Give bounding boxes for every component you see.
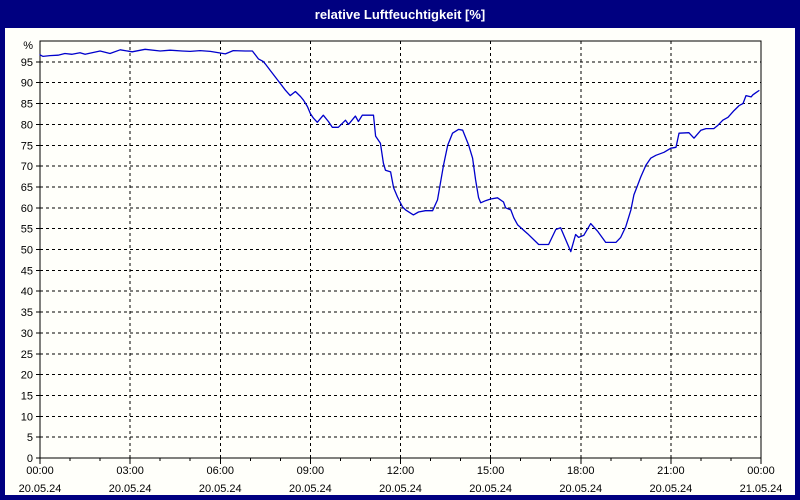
x-tick-time-label: 00:00 <box>26 465 54 477</box>
x-tick-time-label: 21:00 <box>657 465 685 477</box>
x-tick-date-label: 21.05.24 <box>740 483 783 495</box>
y-tick-label: 60 <box>21 203 33 215</box>
y-tick-label: 10 <box>21 411 33 423</box>
x-tick-date-label: 20.05.24 <box>19 483 62 495</box>
window-title: relative Luftfeuchtigkeit [%] <box>314 6 486 22</box>
x-tick-date-label: 20.05.24 <box>109 483 152 495</box>
x-tick-time-label: 06:00 <box>206 465 234 477</box>
chart-area: 0 5 10 15 20 25 30 35 40 45 50 55 60 65 70 75 80 85 90 95% 0… <box>5 28 795 495</box>
humidity-chart: 0 5 10 15 20 25 30 35 40 45 50 55 60 65 70 75 80 85 90 95% 0… <box>19 40 783 495</box>
y-tick-label: 90 <box>21 78 33 90</box>
y-tick-label: 55 <box>21 224 33 236</box>
y-tick-label: 30 <box>21 328 33 340</box>
y-tick-label: 5 <box>27 432 33 444</box>
x-tick-time-label: 09:00 <box>297 465 325 477</box>
plot-border <box>39 40 762 459</box>
y-tick-label: 15 <box>21 390 33 402</box>
y-tick-label: 20 <box>21 370 33 382</box>
y-tick-label: 65 <box>21 182 33 194</box>
y-tick-label: 0 <box>27 453 33 465</box>
x-tick-time-label: 12:00 <box>387 465 415 477</box>
y-tick-label: 70 <box>21 161 33 173</box>
x-tick-date-label: 20.05.24 <box>469 483 512 495</box>
y-tick-label: 80 <box>21 119 33 131</box>
y-tick-label: 85 <box>21 99 33 111</box>
y-tick-label: 95 <box>21 57 33 69</box>
y-tick-label: 50 <box>21 245 33 257</box>
y-tick-label: 25 <box>21 349 33 361</box>
y-tick-label: 75 <box>21 140 33 152</box>
x-tick-date-label: 20.05.24 <box>289 483 332 495</box>
x-tick-time-label: 00:00 <box>747 465 775 477</box>
y-tick-label: 45 <box>21 265 33 277</box>
humidity-series-line <box>39 48 760 253</box>
x-tick-date-label: 20.05.24 <box>559 483 602 495</box>
x-tick-time-label: 18:00 <box>567 465 595 477</box>
y-tick-label: 40 <box>21 286 33 298</box>
y-axis-unit-label: % <box>23 40 33 52</box>
title-bar: relative Luftfeuchtigkeit [%] <box>0 0 800 28</box>
x-tick-date-label: 20.05.24 <box>199 483 242 495</box>
x-tick-time-label: 15:00 <box>477 465 505 477</box>
x-tick-date-label: 20.05.24 <box>649 483 692 495</box>
x-tick-date-label: 20.05.24 <box>379 483 422 495</box>
x-tick-time-label: 03:00 <box>116 465 144 477</box>
y-tick-label: 35 <box>21 307 33 319</box>
